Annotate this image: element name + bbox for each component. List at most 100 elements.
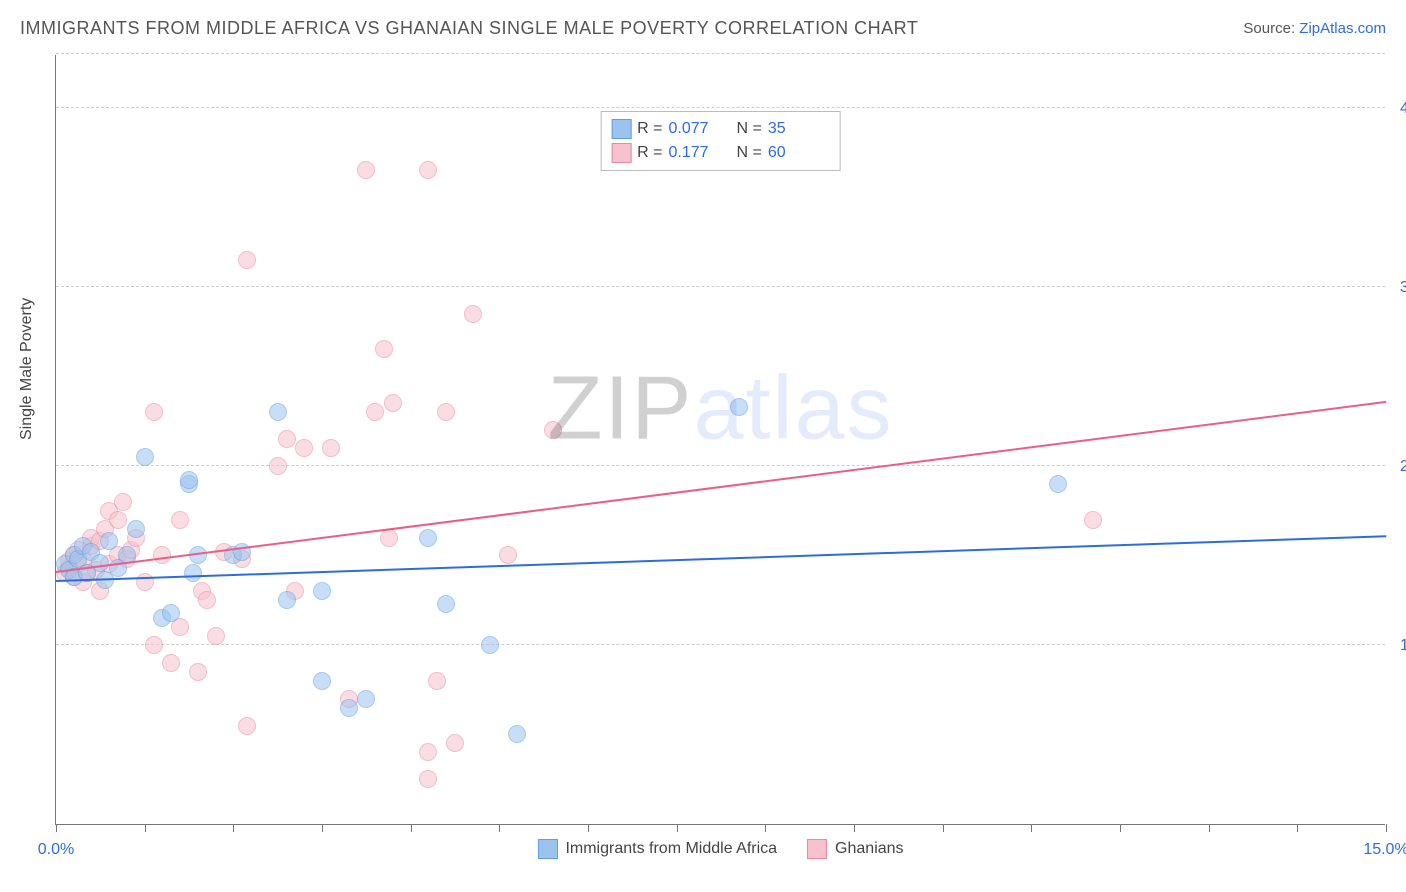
data-point-pink <box>171 511 189 529</box>
r-label: R = <box>637 120 662 138</box>
x-tick <box>56 824 57 832</box>
data-point-pink <box>207 627 225 645</box>
legend-label: Immigrants from Middle Africa <box>565 840 777 858</box>
y-tick-label: 30.0% <box>1390 279 1406 297</box>
x-tick <box>1297 824 1298 832</box>
data-point-blue <box>278 591 296 609</box>
x-tick <box>854 824 855 832</box>
chart-header: IMMIGRANTS FROM MIDDLE AFRICA VS GHANAIA… <box>20 18 1386 39</box>
x-tick <box>499 824 500 832</box>
x-tick-label: 15.0% <box>1363 841 1406 859</box>
gridline <box>56 644 1385 645</box>
n-label: N = <box>737 120 762 138</box>
x-tick <box>1031 824 1032 832</box>
data-point-pink <box>114 493 132 511</box>
data-point-pink <box>375 340 393 358</box>
data-point-blue <box>184 564 202 582</box>
data-point-blue <box>1049 475 1067 493</box>
data-point-blue <box>162 604 180 622</box>
gridline <box>56 53 1385 54</box>
x-tick <box>145 824 146 832</box>
n-value: 60 <box>768 144 818 162</box>
stats-legend-box: R =0.077N =35R =0.177N =60 <box>600 111 841 171</box>
data-point-blue <box>100 532 118 550</box>
x-tick <box>1386 824 1387 832</box>
trend-line-blue <box>56 535 1386 582</box>
x-tick <box>1209 824 1210 832</box>
y-axis-label: Single Male Poverty <box>18 298 36 440</box>
data-point-blue <box>269 403 287 421</box>
legend-item: Immigrants from Middle Africa <box>537 839 777 859</box>
y-tick-label: 10.0% <box>1390 637 1406 655</box>
data-point-pink <box>162 654 180 672</box>
data-point-pink <box>189 663 207 681</box>
data-point-pink <box>544 421 562 439</box>
x-tick <box>1120 824 1121 832</box>
data-point-pink <box>366 403 384 421</box>
data-point-pink <box>198 591 216 609</box>
data-point-blue <box>313 582 331 600</box>
data-point-pink <box>109 511 127 529</box>
gridline <box>56 465 1385 466</box>
data-point-pink <box>1084 511 1102 529</box>
x-tick <box>677 824 678 832</box>
legend-swatch <box>611 119 631 139</box>
source-prefix: Source: <box>1243 20 1299 37</box>
data-point-pink <box>419 743 437 761</box>
data-point-pink <box>446 734 464 752</box>
legend-swatch <box>611 143 631 163</box>
data-point-pink <box>295 439 313 457</box>
gridline <box>56 107 1385 108</box>
x-tick-label: 0.0% <box>38 841 74 859</box>
r-label: R = <box>637 144 662 162</box>
x-tick <box>943 824 944 832</box>
data-point-blue <box>419 529 437 547</box>
bottom-legend: Immigrants from Middle Africa Ghanians <box>537 839 903 859</box>
data-point-pink <box>238 717 256 735</box>
source-attribution: Source: ZipAtlas.com <box>1243 20 1386 37</box>
x-tick <box>322 824 323 832</box>
data-point-pink <box>269 457 287 475</box>
x-tick <box>588 824 589 832</box>
stats-row: R = 0.077 N = 35 <box>611 117 830 141</box>
data-point-pink <box>153 546 171 564</box>
n-value: 35 <box>768 120 818 138</box>
x-tick <box>765 824 766 832</box>
r-value: 0.077 <box>669 120 719 138</box>
data-point-blue <box>91 554 109 572</box>
data-point-blue <box>340 699 358 717</box>
trend-line-pink <box>56 401 1386 573</box>
n-label: N = <box>737 144 762 162</box>
x-tick <box>411 824 412 832</box>
data-point-pink <box>145 403 163 421</box>
data-point-blue <box>508 725 526 743</box>
data-point-blue <box>136 448 154 466</box>
source-link[interactable]: ZipAtlas.com <box>1299 20 1386 37</box>
data-point-pink <box>322 439 340 457</box>
legend-label: Ghanians <box>835 840 904 858</box>
data-point-blue <box>730 398 748 416</box>
watermark-zip: ZIP <box>547 358 693 458</box>
data-point-pink <box>464 305 482 323</box>
data-point-pink <box>238 251 256 269</box>
data-point-pink <box>278 430 296 448</box>
data-point-pink <box>145 636 163 654</box>
gridline <box>56 286 1385 287</box>
data-point-pink <box>499 546 517 564</box>
data-point-blue <box>313 672 331 690</box>
data-point-pink <box>384 394 402 412</box>
data-point-blue <box>357 690 375 708</box>
y-tick-label: 20.0% <box>1390 458 1406 476</box>
data-point-pink <box>428 672 446 690</box>
watermark: ZIPatlas <box>547 357 893 460</box>
data-point-pink <box>357 161 375 179</box>
x-tick <box>233 824 234 832</box>
data-point-blue <box>180 471 198 489</box>
chart-title: IMMIGRANTS FROM MIDDLE AFRICA VS GHANAIA… <box>20 18 918 39</box>
stats-row: R =0.177N =60 <box>611 141 830 165</box>
data-point-pink <box>437 403 455 421</box>
watermark-atlas: atlas <box>693 358 893 458</box>
data-point-pink <box>419 161 437 179</box>
y-tick-label: 40.0% <box>1390 100 1406 118</box>
data-point-blue <box>481 636 499 654</box>
